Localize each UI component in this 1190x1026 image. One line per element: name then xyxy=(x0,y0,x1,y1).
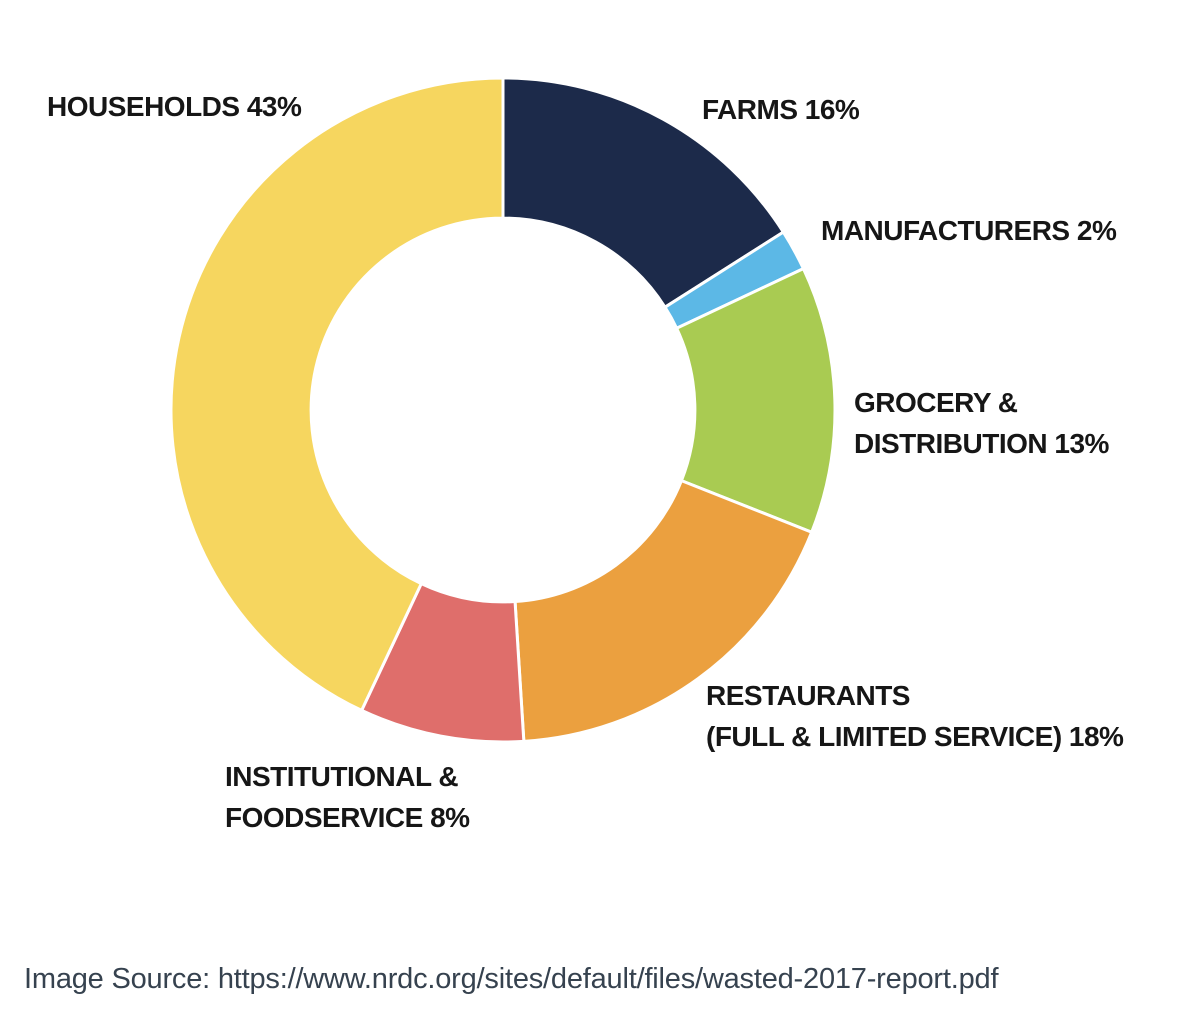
image-source-caption: Image Source: https://www.nrdc.org/sites… xyxy=(24,963,999,995)
label-institutional-line2: FOODSERVICE 8% xyxy=(225,802,470,833)
label-grocery-distribution: GROCERY & DISTRIBUTION 13% xyxy=(854,382,1109,464)
label-manufacturers-line1: MANUFACTURERS 2% xyxy=(821,215,1117,246)
label-households-line1: HOUSEHOLDS 43% xyxy=(47,91,302,122)
label-grocery-line1: GROCERY & xyxy=(854,387,1018,418)
label-restaurants-line1: RESTAURANTS xyxy=(706,680,910,711)
label-institutional-line1: INSTITUTIONAL & xyxy=(225,761,459,792)
label-households: HOUSEHOLDS 43% xyxy=(47,86,302,127)
label-grocery-line2: DISTRIBUTION 13% xyxy=(854,428,1109,459)
label-restaurants: RESTAURANTS (FULL & LIMITED SERVICE) 18% xyxy=(706,675,1124,757)
slice-restaurants xyxy=(513,478,814,743)
label-farms: FARMS 16% xyxy=(702,89,860,130)
label-manufacturers: MANUFACTURERS 2% xyxy=(821,210,1117,251)
label-farms-line1: FARMS 16% xyxy=(702,94,860,125)
label-institutional-foodservice: INSTITUTIONAL & FOODSERVICE 8% xyxy=(225,756,470,838)
slice-farms xyxy=(501,76,786,310)
label-restaurants-line2: (FULL & LIMITED SERVICE) 18% xyxy=(706,721,1124,752)
slice-households xyxy=(169,76,505,713)
